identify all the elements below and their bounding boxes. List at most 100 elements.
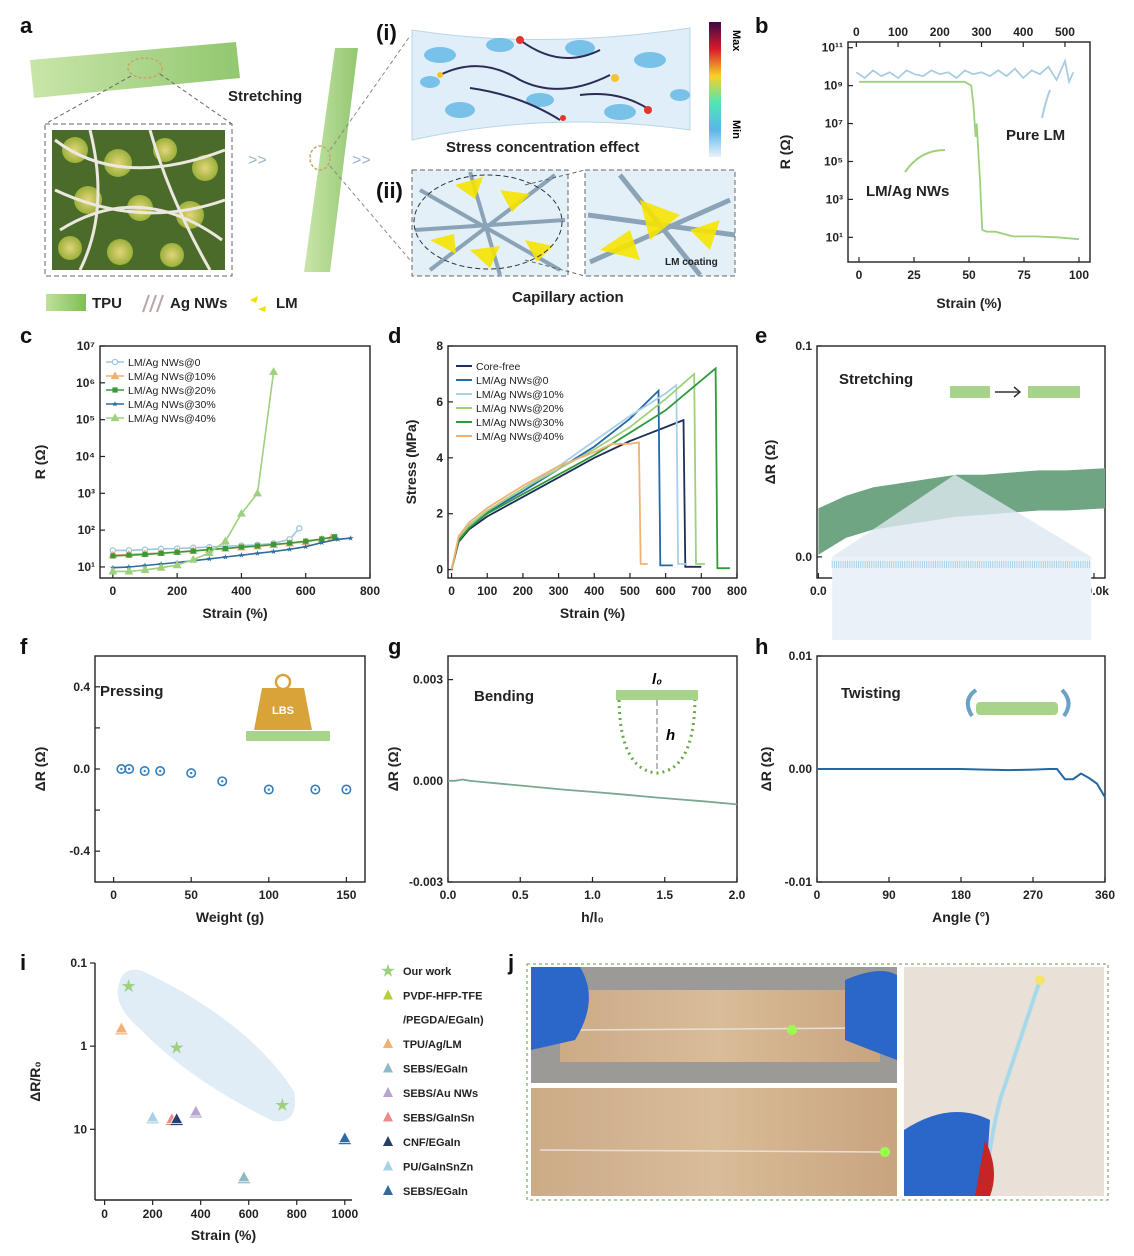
legend-agnw: Ag NWs xyxy=(170,295,228,312)
x-tick-label-c: 800 xyxy=(360,584,380,598)
y-tick-label-c: 10⁵ xyxy=(76,413,95,427)
x-tick-label-b-bottom: 0 xyxy=(856,268,863,282)
legend-marker-c-2 xyxy=(112,387,118,393)
point-f-core xyxy=(314,788,317,791)
x-tick-label-g: 1.0 xyxy=(584,888,601,902)
plot-frame-c xyxy=(99,345,371,579)
y-tick-label-d: 0 xyxy=(436,563,443,577)
y-tick-label-e: 0.0 xyxy=(795,550,812,564)
legend-marker-i-0 xyxy=(381,963,395,977)
legend-label-i-0: Our work xyxy=(403,966,452,978)
agnw-icon xyxy=(142,294,164,313)
region-highlight-i xyxy=(117,969,296,1122)
point-c-2 xyxy=(303,538,309,544)
y-tick-label-c: 10⁶ xyxy=(76,376,95,390)
legend-label-c-0: LM/Ag NWs@0 xyxy=(128,357,201,369)
point-i-4 xyxy=(189,1104,203,1117)
legend-label-i-3: SEBS/EGaIn xyxy=(403,1064,468,1076)
y-tick-label-i: 1 xyxy=(80,1039,87,1053)
plot-frame-d xyxy=(447,345,738,579)
point-f xyxy=(124,763,135,774)
x-tick-label-e: 0.0 xyxy=(810,584,827,598)
x-tick-label-d: 100 xyxy=(477,584,497,598)
legend-marker-i-7 xyxy=(383,1160,393,1171)
point-c-3 xyxy=(238,552,245,558)
y-axis-label-e: ΔR (Ω) xyxy=(762,440,778,485)
x-tick-label-c: 0 xyxy=(110,584,117,598)
stretching-label: Stretching xyxy=(228,88,302,105)
point-c-2 xyxy=(287,540,293,546)
weight-icon xyxy=(254,688,312,730)
legend-marker-c-3 xyxy=(112,400,118,407)
legend-marker-c-1 xyxy=(110,371,120,380)
legend-label-d-3: LM/Ag NWs@20% xyxy=(476,403,564,415)
annotation-arrow-b2 xyxy=(904,149,946,173)
legend-tpu: TPU xyxy=(92,295,122,312)
point-c-2 xyxy=(126,552,132,558)
lm-icon xyxy=(250,296,266,312)
x-tick-label-f: 100 xyxy=(259,888,279,902)
point-i-7 xyxy=(145,1110,160,1123)
x-tick-label-i: 800 xyxy=(287,1207,307,1221)
y-tick-label-h: 0.01 xyxy=(789,649,813,663)
weight-handle-icon xyxy=(274,673,292,691)
panel-label-a: a xyxy=(20,13,33,38)
legend-label-d-5: LM/Ag NWs@40% xyxy=(476,431,564,443)
chart-i: 0 200 400 600 800 1000 0.1 1 10 Strain (%) ΔR/R₀ Ou… xyxy=(27,956,484,1243)
point-f xyxy=(310,784,321,795)
series-line-g xyxy=(448,778,738,806)
chart-h: 0 90 180 270 360 -0.01 0.00 0.01 Angle (°) ΔR (Ω)… xyxy=(758,649,1115,925)
y-tick-label-d: 6 xyxy=(436,395,443,409)
stress-simulation xyxy=(411,27,691,141)
point-c-2 xyxy=(238,544,245,550)
point-i-3 xyxy=(237,1169,251,1183)
panel-label-c: c xyxy=(20,323,32,348)
colorbar-max: Max xyxy=(730,30,742,52)
annotation-lm-agnw: LM/Ag NWs xyxy=(866,183,949,200)
point-c-4 xyxy=(188,554,198,563)
colorbar-min: Min xyxy=(730,120,742,139)
point-f xyxy=(263,784,274,795)
x-tick-label-c: 400 xyxy=(231,584,251,598)
legend-marker-i-5 xyxy=(383,1111,393,1122)
y-axis-label-f: ΔR (Ω) xyxy=(32,747,48,792)
x-tick-label-f: 150 xyxy=(336,888,356,902)
point-c-3 xyxy=(302,543,309,550)
panel-label-d: d xyxy=(388,323,401,348)
colorbar xyxy=(709,22,721,157)
legend-label-d-2: LM/Ag NWs@10% xyxy=(476,389,564,401)
x-axis-label-d: Strain (%) xyxy=(560,605,625,621)
point-c-2 xyxy=(222,545,228,552)
panel-label-i-sim: (i) xyxy=(376,20,397,45)
x-tick-label-i: 1000 xyxy=(331,1207,358,1221)
x-tick-label-d: 0 xyxy=(448,584,455,598)
stress-caption: Stress concentration effect xyxy=(446,139,639,156)
y-tick-label-b: 10³ xyxy=(826,192,843,206)
x-axis-label-b: Strain (%) xyxy=(936,295,1001,311)
y-tick-label-i: 10 xyxy=(74,1122,88,1136)
y-tick-label-h: 0.00 xyxy=(789,762,813,776)
x-tick-label-g: 0.0 xyxy=(440,888,457,902)
legend-marker-c-4 xyxy=(110,413,120,422)
point-c-3 xyxy=(142,562,148,568)
point-c-2 xyxy=(110,553,116,559)
point-c-3 xyxy=(318,539,325,546)
x-tick-label-d: 200 xyxy=(513,584,533,598)
point-c-4 xyxy=(108,566,118,575)
x-tick-label-h: 0 xyxy=(814,888,821,902)
legend-a: TPU Ag NWs LM xyxy=(46,294,298,313)
chart-f: 0 50 100 150 -0.4 0.0 0.4 Weight (g) ΔR (Ω) Press… xyxy=(32,655,366,925)
y-tick-label-b: 10¹ xyxy=(826,230,843,244)
y-axis-label-i: ΔR/R₀ xyxy=(27,1061,43,1101)
legend-label-i-7: PU/GaInSnZn xyxy=(403,1162,474,1174)
x-tick-label-d: 500 xyxy=(620,584,640,598)
point-c-2 xyxy=(254,543,261,549)
x-axis-label-g: h/l₀ xyxy=(581,909,604,925)
y-tick-label-b: 10¹¹ xyxy=(822,41,843,55)
point-f xyxy=(341,784,352,795)
x-tick-label-h: 360 xyxy=(1095,888,1115,902)
point-c-2 xyxy=(158,550,164,556)
y-tick-label-h: -0.01 xyxy=(785,875,813,889)
point-f xyxy=(139,766,150,777)
legend-marker-i-2 xyxy=(383,1038,393,1048)
